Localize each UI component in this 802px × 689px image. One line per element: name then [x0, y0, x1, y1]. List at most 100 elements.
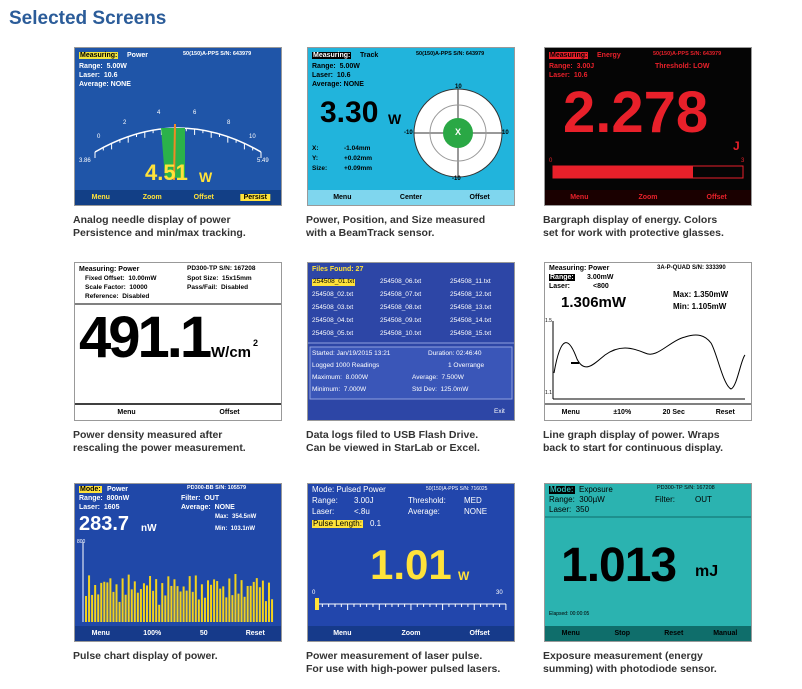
screen-graphics	[308, 88, 514, 205]
pulse-bar	[155, 579, 158, 622]
screen-text: 50(150)A-PPS S/N: 643979	[416, 51, 485, 57]
pulse-bar	[191, 591, 194, 622]
pulse-bar	[203, 597, 206, 622]
screen-text: 254508_08.txt	[380, 304, 422, 311]
screen-text: Range:	[312, 496, 338, 505]
pulse-bar	[112, 591, 115, 622]
needle	[173, 123, 176, 181]
pulse-bar	[222, 586, 225, 622]
screen-graphics	[545, 516, 751, 641]
bargraph-fill	[553, 166, 693, 178]
pulse-bar	[249, 585, 252, 622]
softkey-label: Manual	[713, 630, 738, 637]
device-screen: Mode: Exposure PD300-TP S/N: 167208 Range: …	[545, 484, 751, 641]
pulse-bar	[109, 578, 112, 622]
pulse-bar	[243, 596, 246, 622]
screen-text: Range: 300µW	[549, 495, 605, 504]
softkey-label: Offset	[469, 630, 490, 637]
screen-text: Range:	[549, 274, 575, 281]
softkey-label: 100%	[143, 630, 162, 637]
screen-text: Elapsed: 00:00:05	[549, 611, 590, 617]
pulse-bar	[219, 588, 222, 622]
caption-line: set for work with protective glasses.	[543, 227, 724, 239]
device-screen: Measuring: Track 50(150)A-PPS S/N: 643979 R…	[308, 48, 514, 205]
softkey-bar	[308, 190, 514, 205]
screen-text: Range: 800nW	[79, 495, 130, 502]
softkey-label: Reset	[715, 409, 735, 416]
screen-text: -10	[404, 130, 413, 136]
pulse-bar	[142, 583, 145, 622]
screen-text: 3	[741, 158, 745, 164]
screen-text: Average: NONE	[181, 504, 235, 511]
screen-text: Laser: 10.6	[79, 72, 118, 79]
caption-line: Bargraph display of energy. Colors	[543, 214, 718, 226]
softkey-bar	[545, 405, 751, 420]
screen-text: Measuring:	[79, 52, 119, 59]
screen-text: -1.04mm	[344, 145, 371, 152]
pulse-bar	[268, 582, 270, 622]
screen-text: PD300-BB S/N: 105579	[187, 485, 247, 491]
softkey-label: Reset	[245, 630, 265, 637]
pulse-bar	[152, 590, 155, 622]
screen-graphics	[308, 342, 514, 400]
screen-text: 50(150)A-PPS S/N: 643979	[653, 51, 722, 57]
softkey-label: Menu	[333, 630, 352, 637]
pulse-bar	[124, 594, 127, 622]
screen-text: 254508_05.txt	[312, 330, 354, 337]
pulse-bar	[176, 586, 179, 622]
caption-line: Analog needle display of power	[73, 214, 231, 226]
screen-text: Laser: 1605	[79, 504, 120, 511]
caption-line: Power density measured after	[73, 429, 223, 441]
persistence-band	[161, 128, 185, 178]
screen-text: W	[458, 569, 470, 583]
pulse-bar	[213, 579, 216, 622]
pulse-bar	[167, 576, 170, 622]
screen-text: X	[455, 127, 462, 137]
screen-text: 1.01	[370, 541, 452, 588]
pulse-bar	[228, 578, 231, 622]
screen-text: Average: NONE	[79, 81, 131, 88]
pulse-bar	[100, 582, 103, 622]
pulse-bar	[231, 595, 234, 622]
screen-graphics	[75, 303, 281, 420]
softkey-label: Offset	[469, 194, 490, 201]
device-screen: Measuring: Power 50(150)A-PPS S/N: 643979 R…	[75, 48, 281, 205]
pulse-bar	[188, 576, 191, 622]
screen-text: Size:	[312, 165, 328, 172]
screen-text: Filter:	[655, 495, 675, 504]
pulse-bar	[197, 599, 200, 622]
pulse-bar	[161, 583, 164, 622]
softkey-label: 20 Sec	[662, 409, 685, 416]
screen-text: 800	[77, 539, 86, 545]
screen-text: W/cm	[211, 344, 252, 361]
device-screen: Mode: Pulsed Power 50(150)A-PPS S/N: 7160…	[308, 484, 514, 641]
device-screen: Measuring: Power PD300-TP S/N: 167208 Fixe…	[75, 263, 281, 420]
screen-text: 491.1	[79, 305, 212, 370]
screen-text: Power	[107, 486, 129, 493]
softkey-label: Center	[399, 194, 423, 201]
screen-text: Power	[127, 52, 149, 59]
screen-text: Std Dev: 125.0mW	[412, 386, 469, 393]
screen-text: 254508_04.txt	[312, 317, 354, 324]
screen-text: Logged 1000 Readings	[312, 362, 380, 369]
screen-text: 4.51	[145, 160, 188, 185]
screen-text: 283.7	[79, 513, 130, 535]
slider-cursor	[315, 598, 319, 610]
screen-text: 1.013	[561, 539, 677, 592]
screen-text: Max: 354.5nW	[215, 514, 257, 520]
pulse-bar	[88, 575, 91, 622]
pulse-bar	[106, 582, 109, 622]
screen-text: Measuring:	[549, 52, 589, 59]
screen-text: Filter: OUT	[181, 495, 220, 502]
pulse-bar	[185, 590, 188, 622]
page-title: Selected Screens	[9, 8, 167, 29]
softkey-bar	[545, 626, 751, 641]
pulse-bar	[94, 585, 97, 622]
caption-line: Persistence and min/max tracking.	[73, 227, 246, 239]
screen-text: 254508_06.txt	[380, 278, 422, 285]
screen-text: 8	[227, 120, 231, 126]
screen-text: 254508_07.txt	[380, 291, 422, 298]
caption-line: Data logs filed to USB Flash Drive.	[306, 429, 479, 441]
pulse-bar	[170, 585, 173, 622]
